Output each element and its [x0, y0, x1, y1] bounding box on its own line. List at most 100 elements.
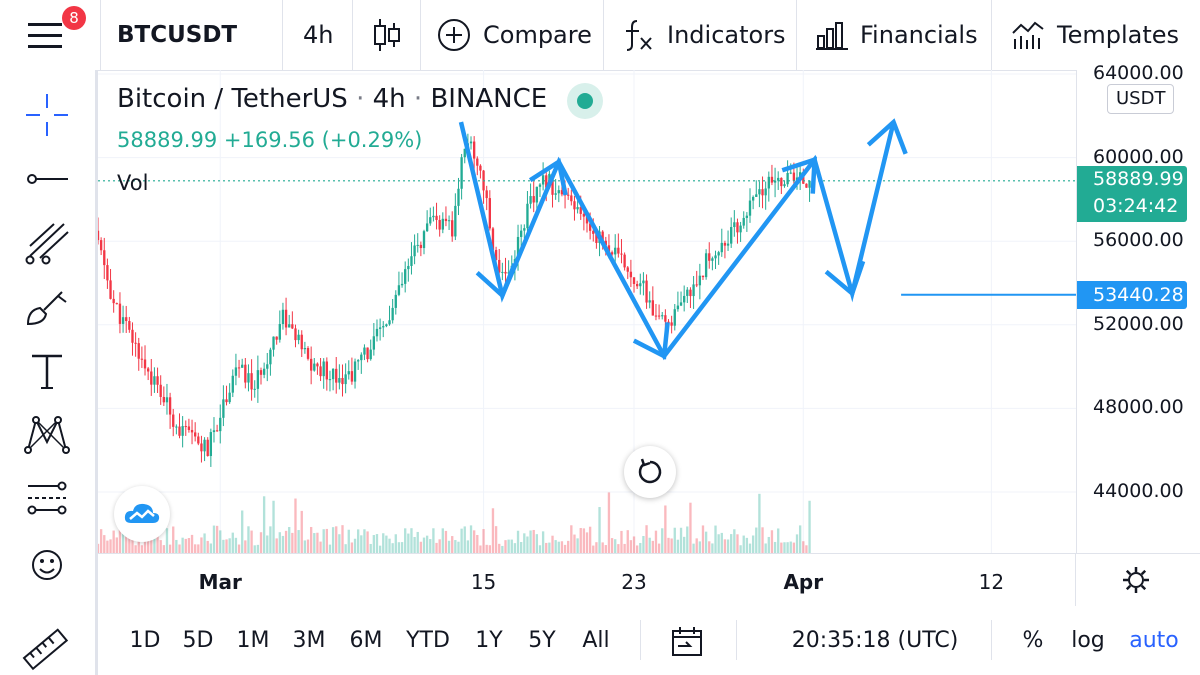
- candle-body: [237, 367, 241, 369]
- range-button-5d[interactable]: 5D: [182, 628, 214, 653]
- emoji-icon[interactable]: [22, 540, 72, 590]
- trend-line-icon[interactable]: [22, 154, 72, 204]
- range-button-1y[interactable]: 1Y: [475, 628, 503, 653]
- volume-legend[interactable]: Vol: [117, 171, 149, 195]
- candle-body: [143, 359, 147, 369]
- range-button-ytd[interactable]: YTD: [406, 628, 450, 653]
- candle-body: [620, 253, 623, 255]
- market-status-indicator[interactable]: [567, 83, 603, 119]
- tradingview-logo-button[interactable]: [114, 486, 170, 542]
- candle-body: [275, 336, 278, 340]
- candle-body: [604, 240, 607, 246]
- go-to-date-icon[interactable]: [670, 626, 704, 658]
- indicators-button[interactable]: Indicators: [623, 0, 786, 70]
- candle-body: [667, 321, 670, 323]
- volume-bar: [472, 530, 476, 553]
- candle-body: [206, 439, 209, 457]
- pitchfork-icon[interactable]: [22, 218, 72, 268]
- volume-bar: [419, 541, 423, 553]
- volume-bar: [347, 529, 350, 553]
- zigzag-arrow-drawing[interactable]: [458, 118, 908, 361]
- candle-body: [212, 430, 216, 433]
- volume-bar: [657, 543, 661, 553]
- candle-body: [588, 223, 592, 231]
- chart-type-button[interactable]: [372, 0, 414, 70]
- candle-body: [711, 258, 714, 261]
- compare-label: Compare: [483, 21, 592, 49]
- price-axis[interactable]: 44000.00 48000.00 52000.00 56000.00 60000.00…: [1076, 62, 1200, 553]
- candle-body: [488, 198, 491, 229]
- volume-bar: [704, 531, 708, 553]
- volume-bar: [300, 510, 303, 553]
- candle-body: [748, 200, 752, 216]
- reset-chart-button[interactable]: [624, 446, 676, 498]
- compare-button[interactable]: Compare: [437, 0, 592, 70]
- volume-bar: [118, 528, 122, 553]
- text-tool-icon[interactable]: [22, 346, 72, 396]
- range-button-5y[interactable]: 5Y: [528, 628, 556, 653]
- candle-body: [128, 321, 131, 330]
- volume-bar: [194, 544, 197, 553]
- financials-button[interactable]: Financials: [816, 0, 978, 70]
- volume-bar: [234, 537, 238, 553]
- symbol-search-button[interactable]: BTCUSDT: [117, 22, 238, 48]
- volume-bar: [375, 534, 379, 553]
- auto-scale-toggle[interactable]: auto: [1129, 628, 1179, 653]
- candle-body: [328, 379, 332, 381]
- volume-bar: [755, 527, 758, 553]
- volume-bar: [457, 541, 460, 553]
- prediction-icon[interactable]: [22, 474, 72, 524]
- percent-scale-toggle[interactable]: %: [1022, 628, 1044, 653]
- utc-clock[interactable]: 20:35:18 (UTC): [791, 628, 959, 653]
- interval-button[interactable]: 4h: [303, 21, 334, 49]
- volume-bar: [325, 528, 328, 553]
- menu-button[interactable]: [28, 0, 76, 70]
- candle-body: [225, 399, 228, 403]
- gear-icon[interactable]: [1121, 565, 1151, 595]
- volume-bar: [667, 537, 670, 553]
- log-scale-toggle[interactable]: log: [1071, 628, 1105, 653]
- ruler-icon[interactable]: [22, 628, 70, 672]
- candle-body: [670, 322, 673, 326]
- volume-bar: [585, 532, 589, 553]
- candle-body: [792, 172, 796, 181]
- volume-bar: [683, 536, 686, 553]
- currency-selector[interactable]: USDT: [1107, 84, 1175, 114]
- volume-bar: [335, 526, 338, 553]
- candle-body: [730, 227, 733, 244]
- candle-body: [520, 230, 523, 237]
- pattern-icon[interactable]: [22, 410, 72, 460]
- candle-body: [626, 267, 629, 272]
- candle-body: [269, 349, 272, 365]
- crosshair-icon[interactable]: [22, 90, 72, 140]
- candle-body: [391, 307, 394, 321]
- candle-body: [576, 207, 579, 210]
- range-button-all[interactable]: All: [582, 628, 610, 653]
- brush-icon[interactable]: [22, 282, 72, 332]
- candle-body: [739, 225, 742, 233]
- candle-body: [777, 177, 780, 181]
- candle-body: [745, 215, 749, 218]
- time-axis[interactable]: Mar 15 23 Apr 12: [98, 553, 1200, 607]
- volume-bar: [708, 541, 711, 553]
- candle-body: [767, 176, 770, 189]
- volume-bar: [488, 545, 491, 553]
- volume-bar: [259, 532, 263, 553]
- volume-bar: [350, 542, 354, 553]
- range-button-1d[interactable]: 1D: [129, 628, 161, 653]
- range-button-6m[interactable]: 6M: [349, 628, 383, 653]
- volume-bar: [661, 528, 664, 553]
- templates-button[interactable]: Templates: [1011, 0, 1179, 70]
- drawing-toolbar: [0, 70, 98, 675]
- candle-body: [303, 348, 307, 350]
- candle-body: [378, 327, 382, 329]
- range-button-1m[interactable]: 1M: [236, 628, 270, 653]
- price-chart[interactable]: [98, 70, 1076, 553]
- volume-bar: [103, 535, 106, 553]
- volume-bar: [711, 543, 714, 553]
- volume-bar: [165, 528, 169, 553]
- range-button-3m[interactable]: 3M: [292, 628, 326, 653]
- volume-bar: [215, 525, 219, 553]
- volume-bar: [726, 539, 730, 553]
- volume-bar: [99, 529, 103, 553]
